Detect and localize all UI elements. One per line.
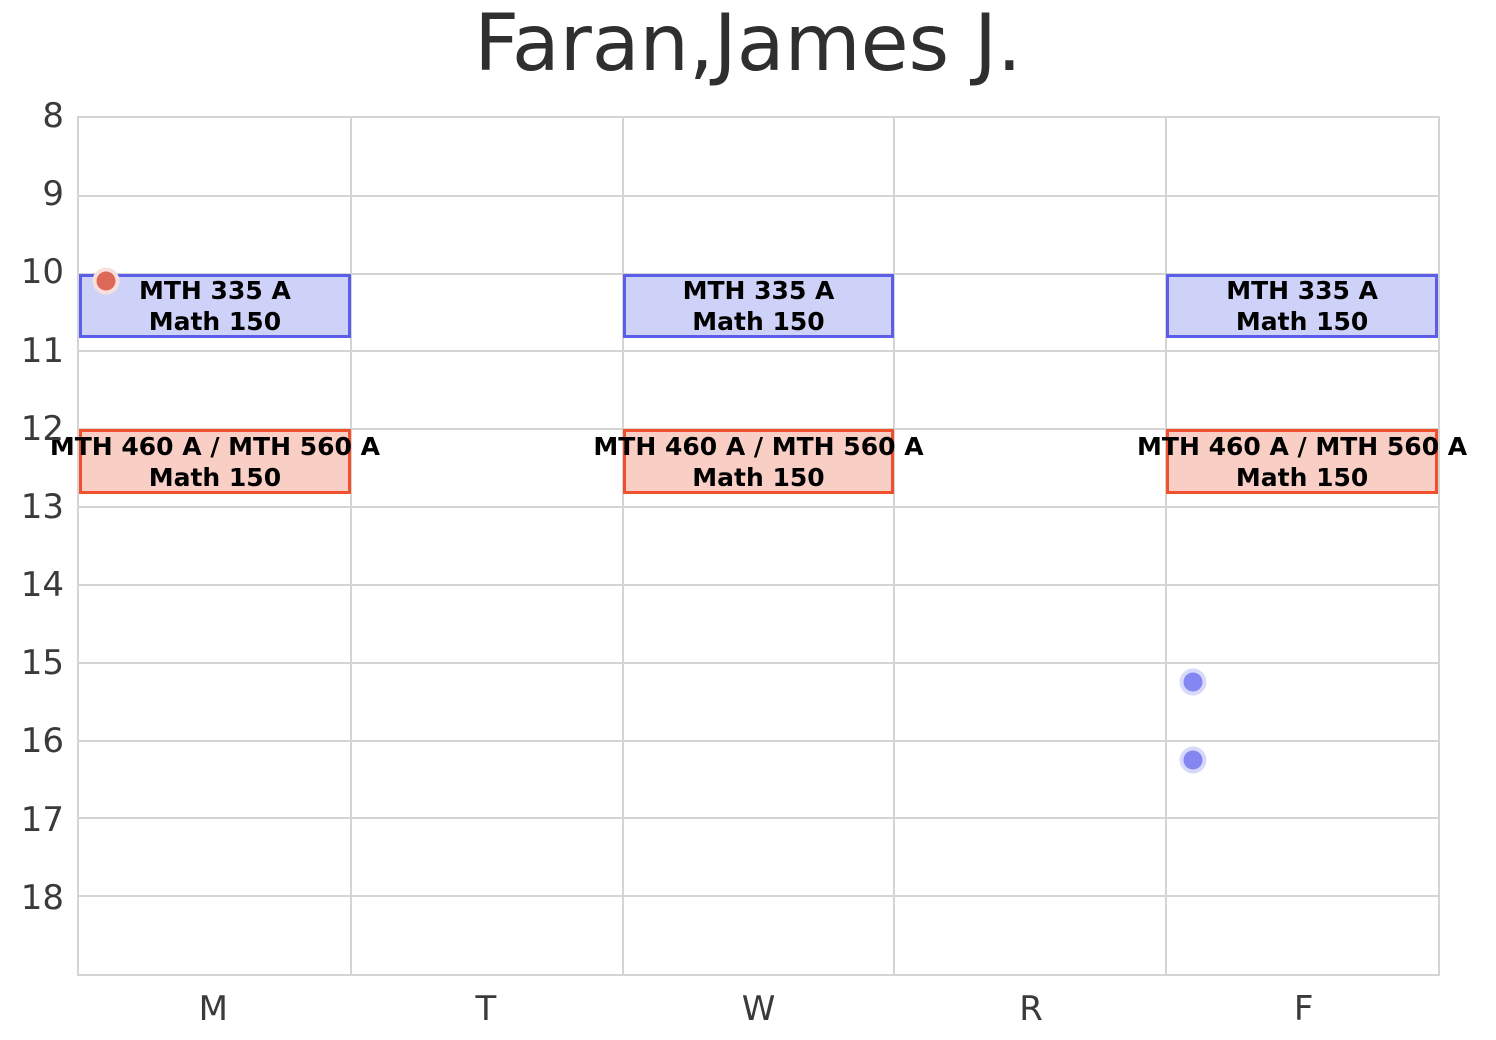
- plot-area: MTH 335 A Math 150 MTH 335 A Math 150 MTH 33…: [50, 116, 1467, 976]
- y-tick-label: 15: [20, 643, 64, 684]
- event-title: MTH 460 A / MTH 560 A: [49, 431, 380, 461]
- event-subtitle: Math 150: [692, 306, 825, 336]
- x-tick-label-M: M: [198, 989, 228, 1029]
- event-box-W: MTH 335 A Math 150: [622, 273, 895, 339]
- event-box-M: MTH 460 A / MTH 560 A Math 150: [50, 429, 380, 494]
- horizontal-gridline: [79, 739, 1438, 742]
- scatter-dot: [96, 271, 116, 291]
- horizontal-gridline: [79, 661, 1438, 664]
- scatter-dot: [1183, 750, 1203, 770]
- event-title: MTH 335 A: [1226, 275, 1378, 305]
- event-subtitle: Math 150: [148, 306, 282, 336]
- y-tick-label: 18: [20, 877, 64, 918]
- y-tick-label: 11: [20, 330, 64, 371]
- vertical-gridline: [1165, 118, 1168, 974]
- event-title: MTH 335 A: [139, 275, 291, 305]
- event-title: MTH 460 A / MTH 560 A: [593, 431, 924, 461]
- x-tick-label-W: W: [741, 989, 776, 1029]
- horizontal-gridline: [79, 817, 1438, 820]
- page-title: Faran,James J.: [474, 0, 1022, 89]
- vertical-gridline: [349, 118, 352, 974]
- event-box-W: MTH 460 A / MTH 560 A Math 150: [593, 429, 924, 494]
- event-subtitle: Math 150: [148, 462, 282, 492]
- y-tick-label: 14: [20, 565, 64, 606]
- event-box-F: MTH 335 A Math 150: [1166, 273, 1438, 339]
- x-tick-label-T: T: [475, 989, 497, 1029]
- event-title: MTH 335 A: [682, 275, 835, 305]
- y-tick-label: 16: [20, 721, 64, 762]
- horizontal-gridline: [79, 895, 1438, 898]
- event-subtitle: Math 150: [1235, 306, 1369, 336]
- horizontal-gridline: [79, 194, 1438, 197]
- event-box-M: MTH 335 A Math 150: [79, 273, 351, 339]
- x-tick-label-R: R: [1019, 989, 1043, 1029]
- y-tick-label: 12: [20, 408, 64, 449]
- vertical-gridline: [893, 118, 896, 974]
- y-tick-label: 10: [20, 252, 64, 293]
- vertical-gridline: [621, 118, 624, 974]
- event-title: MTH 460 A / MTH 560 A: [1137, 431, 1468, 461]
- x-tick-label-F: F: [1293, 989, 1314, 1029]
- y-tick-label: 8: [42, 96, 64, 136]
- horizontal-gridline: [79, 583, 1438, 586]
- event-subtitle: Math 150: [692, 462, 825, 492]
- y-tick-label: 9: [42, 174, 64, 215]
- y-tick-label: 13: [20, 486, 64, 527]
- event-subtitle: Math 150: [1235, 462, 1369, 492]
- horizontal-gridline: [79, 506, 1438, 509]
- y-tick-label: 17: [20, 799, 64, 840]
- horizontal-gridline: [79, 350, 1438, 353]
- event-box-F: MTH 460 A / MTH 560 A Math 150: [1137, 429, 1467, 494]
- scatter-dot: [1183, 672, 1203, 692]
